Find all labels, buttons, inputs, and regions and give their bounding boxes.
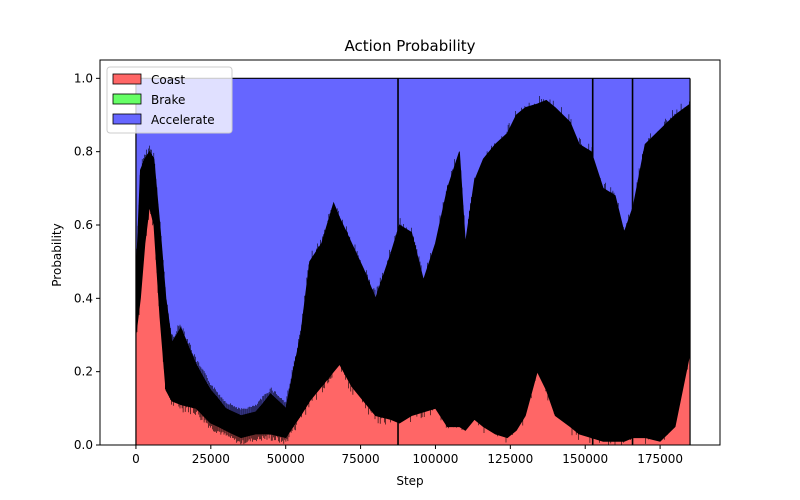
x-axis-label: Step — [396, 474, 423, 488]
legend-label-brake: Brake — [151, 93, 185, 107]
legend-swatch-brake — [112, 93, 142, 105]
plot-area — [135, 77, 691, 445]
legend-label-accelerate: Accelerate — [151, 113, 215, 127]
y-tick-label: 1.0 — [74, 71, 93, 85]
x-tick-label: 0 — [132, 452, 140, 466]
legend-swatch-accelerate — [112, 113, 142, 125]
noise-jitter — [135, 96, 690, 445]
y-tick-label: 0.0 — [74, 438, 93, 452]
y-tick-label: 0.4 — [74, 291, 93, 305]
y-tick-label: 0.2 — [74, 365, 93, 379]
legend: Coast Brake Accelerate — [106, 66, 233, 134]
legend-label-coast: Coast — [151, 73, 185, 87]
x-tick-label: 150000 — [562, 452, 608, 466]
x-tick-label: 75000 — [341, 452, 379, 466]
x-tick-label: 175000 — [637, 452, 683, 466]
x-tick-label: 125000 — [487, 452, 533, 466]
chart-title: Action Probability — [344, 37, 475, 55]
axes: 0 25000 50000 75000 100000 125000 150000 175000… — [74, 59, 721, 466]
x-tick-label: 50000 — [267, 452, 305, 466]
area-series-coast — [135, 181, 691, 445]
x-tick-label: 100000 — [413, 452, 459, 466]
y-axis-label: Probability — [50, 223, 64, 286]
axes-frame — [99, 59, 721, 446]
y-tick-label: 0.6 — [74, 218, 93, 232]
legend-swatch-coast — [112, 73, 142, 85]
x-tick-label: 25000 — [192, 452, 230, 466]
y-tick-label: 0.8 — [74, 145, 93, 159]
